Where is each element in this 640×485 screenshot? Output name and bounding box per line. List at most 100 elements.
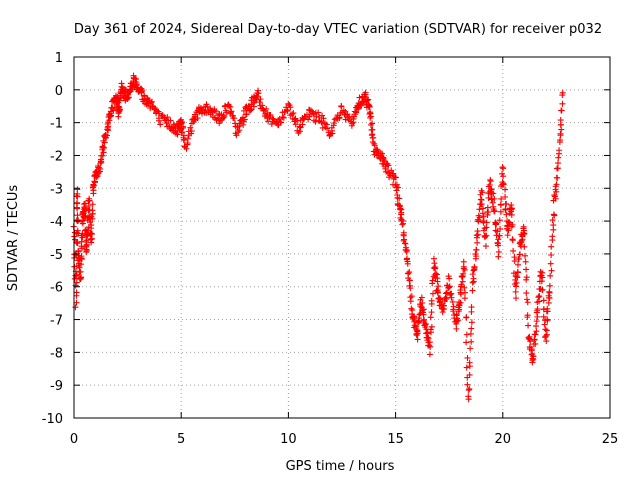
data-point xyxy=(285,100,292,107)
data-point xyxy=(533,328,540,335)
y-tick-label: 0 xyxy=(55,84,63,99)
data-point xyxy=(402,240,409,247)
data-point xyxy=(413,326,420,333)
data-point xyxy=(523,274,530,281)
data-point xyxy=(449,298,456,305)
data-point xyxy=(213,108,220,115)
data-point xyxy=(460,265,467,272)
data-point xyxy=(496,232,503,239)
data-point xyxy=(509,237,516,244)
data-point xyxy=(486,181,493,188)
data-point xyxy=(502,186,509,193)
data-point xyxy=(461,266,468,273)
data-point xyxy=(371,142,378,149)
data-point xyxy=(546,295,553,302)
data-point xyxy=(462,289,468,296)
x-tick-label: 20 xyxy=(495,432,512,447)
data-point xyxy=(463,364,470,371)
data-point xyxy=(483,224,490,231)
data-point xyxy=(403,248,410,255)
data-point xyxy=(471,263,478,270)
data-point xyxy=(503,211,510,218)
data-point xyxy=(367,121,374,128)
data-point xyxy=(243,111,250,118)
data-point xyxy=(240,121,247,128)
data-point xyxy=(188,128,195,135)
data-point xyxy=(254,93,261,100)
data-point xyxy=(336,114,343,121)
data-point xyxy=(255,90,262,97)
data-point xyxy=(428,300,435,307)
data-point xyxy=(459,272,466,279)
y-tick-label: -1 xyxy=(50,117,63,132)
data-point xyxy=(368,132,375,139)
data-point xyxy=(267,111,274,118)
data-point xyxy=(463,314,470,321)
data-point xyxy=(480,218,487,225)
data-point xyxy=(148,99,155,106)
data-point xyxy=(544,308,551,315)
data-point xyxy=(299,121,306,128)
data-point xyxy=(330,122,337,129)
data-point xyxy=(78,274,85,281)
data-point xyxy=(514,268,521,275)
data-point xyxy=(280,114,287,121)
data-point xyxy=(553,181,560,188)
data-point xyxy=(427,343,434,350)
data-point xyxy=(473,246,480,253)
data-point xyxy=(482,243,489,250)
data-point xyxy=(85,202,92,209)
data-point xyxy=(167,117,174,124)
data-point xyxy=(407,298,414,305)
data-point xyxy=(518,239,525,246)
data-point xyxy=(399,221,406,228)
data-point xyxy=(555,160,562,167)
data-point xyxy=(548,251,555,258)
data-point xyxy=(534,306,541,313)
data-point xyxy=(468,325,475,332)
data-point xyxy=(453,325,460,332)
axis-layer: 10-1-2-3-4-5-6-7-8-9-100 5 10 15 20 25 xyxy=(42,51,619,447)
data-point xyxy=(466,371,473,378)
data-point xyxy=(533,323,540,330)
data-point xyxy=(86,195,93,202)
data-point xyxy=(538,278,545,285)
data-point xyxy=(527,338,534,345)
data-point xyxy=(500,165,507,172)
data-point xyxy=(461,295,468,302)
data-layer xyxy=(70,72,566,403)
data-point xyxy=(476,214,483,221)
data-point xyxy=(356,102,363,109)
data-point xyxy=(466,359,473,366)
y-tick-label: -5 xyxy=(50,248,63,263)
data-point xyxy=(540,313,547,320)
data-point xyxy=(263,105,270,112)
data-point xyxy=(550,222,557,229)
data-point xyxy=(184,135,191,142)
data-point xyxy=(156,117,163,124)
data-point xyxy=(531,336,538,343)
data-point xyxy=(116,104,123,111)
data-point xyxy=(226,103,233,110)
data-point xyxy=(181,137,188,144)
data-point xyxy=(488,196,495,203)
y-tick-label: -2 xyxy=(50,149,63,164)
data-point xyxy=(464,381,471,388)
data-point xyxy=(183,145,190,152)
data-point xyxy=(523,296,530,303)
data-point xyxy=(465,387,472,394)
data-point xyxy=(78,253,85,260)
y-tick-label: -10 xyxy=(42,412,63,427)
data-point xyxy=(73,279,80,286)
data-point xyxy=(514,261,521,268)
data-point xyxy=(421,316,428,323)
data-point xyxy=(487,185,494,192)
data-point xyxy=(432,270,439,277)
data-point xyxy=(418,294,425,301)
data-point xyxy=(549,217,556,224)
data-point xyxy=(429,277,436,284)
data-point xyxy=(450,306,457,313)
data-point xyxy=(369,120,376,127)
data-point xyxy=(547,260,554,267)
